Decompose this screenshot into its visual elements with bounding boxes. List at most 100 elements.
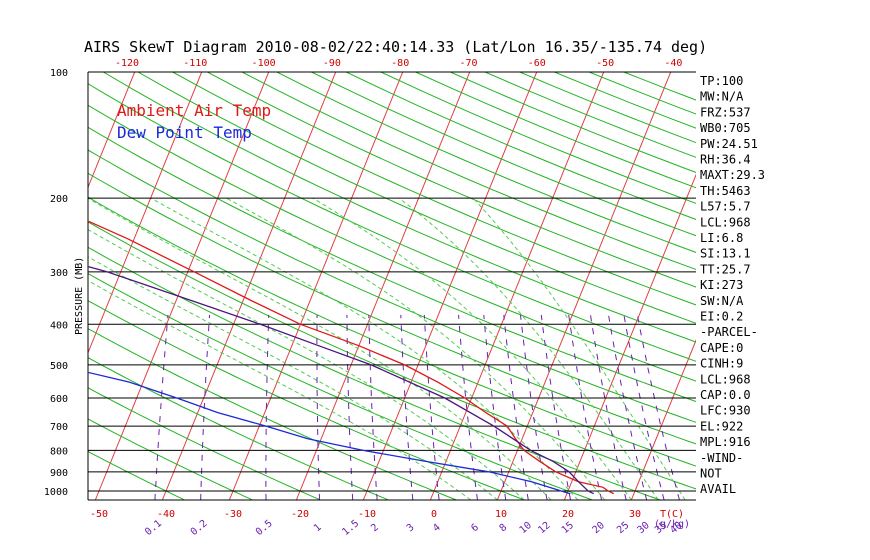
index-item: MAXT:29.3 <box>700 168 765 182</box>
mixing-ratio-tick-label: 8 <box>498 522 510 534</box>
isotherm-line <box>429 72 605 500</box>
mixing-ratio-unit-label: (g/kg) <box>654 519 690 530</box>
moist-adiabat-line <box>88 256 498 500</box>
bottom-temp-tick-label: -40 <box>157 509 175 520</box>
dry-adiabat-line <box>484 72 696 158</box>
isotherm-line <box>630 339 696 500</box>
dry-adiabat-line <box>415 72 696 189</box>
mixing-ratio-line <box>200 314 210 500</box>
bottom-temp-tick-label: 0 <box>431 509 437 520</box>
y-axis-label: PRESSURE (MB) <box>74 257 85 335</box>
dry-adiabat-line <box>88 328 457 500</box>
mixing-ratio-line <box>458 314 478 500</box>
dry-adiabat-line <box>137 72 696 324</box>
moist-adiabat-line <box>398 197 659 500</box>
index-item: WB0:705 <box>700 121 751 135</box>
moist-adiabat-line <box>150 197 579 500</box>
index-item: -WIND- <box>700 451 743 465</box>
isobars <box>87 71 696 501</box>
top-temp-tick-label: -110 <box>183 58 207 69</box>
index-item: EL:922 <box>700 419 743 433</box>
top-temp-tick-label: -60 <box>528 58 546 69</box>
parcel-path-line <box>88 265 594 495</box>
legend-ambient-air-temp: Ambient Air Temp <box>117 101 271 120</box>
index-item: SI:13.1 <box>700 247 751 261</box>
mixing-ratio-tick-label: 10 <box>518 520 534 536</box>
moist-adiabat-line <box>226 197 605 500</box>
index-item: TP:100 <box>700 74 743 88</box>
mixing-ratio-tick-label: 30 <box>636 520 652 536</box>
top-temp-tick-label: -70 <box>459 58 477 69</box>
mixing-ratio-line <box>346 314 354 500</box>
isotherm-line <box>94 72 270 500</box>
legend-dew-point-temp: Dew Point Temp <box>117 123 252 142</box>
dry-adiabat-line <box>88 126 696 403</box>
dry-adiabat-line <box>519 72 696 144</box>
isotherm-line <box>161 72 337 500</box>
mixing-ratio-tick-label: 4 <box>431 522 443 534</box>
dry-adiabat-line <box>172 72 696 306</box>
index-item: LFC:930 <box>700 404 751 418</box>
index-item: RH:36.4 <box>700 153 751 167</box>
index-item: PW:24.51 <box>700 137 758 151</box>
index-item: LCL:968 <box>700 372 751 386</box>
background-lines <box>0 72 870 500</box>
isotherm-line <box>88 72 203 355</box>
pressure-tick-label: 500 <box>50 361 68 372</box>
isotherm-line <box>765 72 870 500</box>
bottom-temp-tick-label: 30 <box>629 509 641 520</box>
mixing-ratio-tick-label: 12 <box>536 520 552 536</box>
top-temp-tick-label: -80 <box>391 58 409 69</box>
mixing-ratio-line <box>265 314 270 500</box>
mixing-ratio-line <box>520 314 548 500</box>
moist-adiabat-line <box>312 197 632 500</box>
isotherm-line <box>88 72 136 189</box>
mixing-ratio-line <box>400 314 414 500</box>
index-item: SW:N/A <box>700 294 744 308</box>
dry-adiabat-line <box>88 104 696 382</box>
pressure-tick-label: 1000 <box>44 487 68 498</box>
mixing-ratio-tick-label: 2 <box>369 522 381 534</box>
index-item: -PARCEL- <box>700 325 758 339</box>
mixing-ratio-tick-label: 15 <box>560 520 576 536</box>
bottom-temp-tick-label: -10 <box>358 509 376 520</box>
mixing-ratio-tick-label: 3 <box>405 522 417 534</box>
mixing-ratio-tick-label: 20 <box>591 520 607 536</box>
index-item: KI:273 <box>700 278 743 292</box>
mixing-ratio-line <box>423 314 440 500</box>
dry-adiabat-line <box>88 387 321 500</box>
pressure-tick-label: 900 <box>50 468 68 479</box>
isotherm-line <box>0 72 68 500</box>
mixing-ratio-tick-label: 0.2 <box>189 518 210 538</box>
dry-adiabat-line <box>88 450 185 500</box>
dry-adiabat-line <box>241 72 696 271</box>
pressure-tick-label: 600 <box>50 394 68 405</box>
index-item: CAP:0.0 <box>700 388 751 402</box>
dry-adiabat-line <box>276 72 696 253</box>
top-temp-tick-label: -50 <box>596 58 614 69</box>
mixing-ratio-tick-label: 0.5 <box>254 518 275 538</box>
bottom-temp-tick-label: -20 <box>291 509 309 520</box>
top-temp-tick-label: -90 <box>323 58 341 69</box>
index-item: L57:5.7 <box>700 200 751 214</box>
index-item: NOT <box>700 467 722 481</box>
mixing-ratio-tick-label: 1.5 <box>340 518 361 538</box>
dry-adiabat-line <box>88 300 525 500</box>
dew-point-temp-line <box>88 371 571 495</box>
bottom-temp-tick-label: -30 <box>224 509 242 520</box>
dry-adiabat-line <box>103 72 696 343</box>
ambient-air-temp-line <box>88 220 615 495</box>
dry-adiabat-line <box>88 418 253 500</box>
bottom-temp-tick-label: T(C) <box>660 509 684 520</box>
index-item: FRZ:537 <box>700 105 751 119</box>
pressure-tick-label: 700 <box>50 422 68 433</box>
dry-adiabat-line <box>88 83 696 362</box>
pressure-tick-label: 300 <box>50 268 68 279</box>
mixing-ratio-tick-label: 1 <box>312 522 324 534</box>
index-item: TH:5463 <box>700 184 751 198</box>
dry-adiabat-line <box>88 149 696 423</box>
dry-adiabat-line <box>88 221 696 490</box>
profile-lines <box>88 220 615 495</box>
